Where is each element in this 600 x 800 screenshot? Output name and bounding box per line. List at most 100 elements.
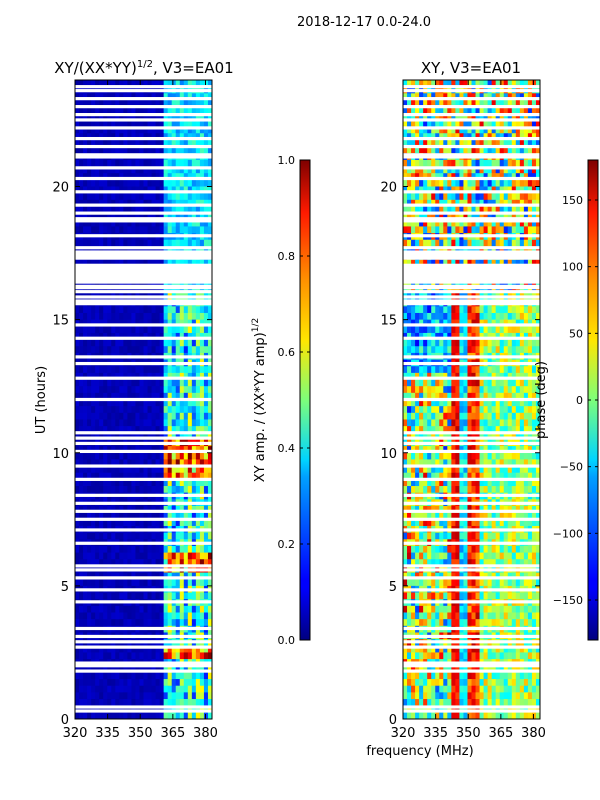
heatmap-cell xyxy=(191,173,197,181)
heatmap-cell xyxy=(119,592,124,600)
heatmap-cell xyxy=(139,139,144,147)
heatmap-cell xyxy=(407,326,412,334)
heatmap-cell xyxy=(199,559,205,567)
heatmap-cell xyxy=(187,705,193,713)
heatmap-cell xyxy=(111,692,116,700)
heatmap-cell xyxy=(95,392,100,400)
heatmap-cell xyxy=(147,133,152,141)
heatmap-cell xyxy=(435,146,440,154)
heatmap-cell xyxy=(115,306,120,314)
heatmap-cell xyxy=(99,486,104,494)
heatmap-cell xyxy=(487,326,493,334)
heatmap-cell xyxy=(99,339,104,347)
heatmap-cell xyxy=(87,665,92,673)
heatmap-cell xyxy=(155,619,161,627)
heatmap-cell xyxy=(435,239,440,247)
heatmap-cell xyxy=(139,512,144,520)
heatmap-cell xyxy=(203,452,209,460)
heatmap-cell xyxy=(199,326,205,334)
heatmap-cell xyxy=(163,619,169,627)
heatmap-cell xyxy=(159,572,165,580)
heatmap-cell xyxy=(167,286,173,294)
heatmap-cell xyxy=(95,193,100,201)
heatmap-cell xyxy=(207,173,212,181)
heatmap-cell xyxy=(467,193,472,201)
heatmap-cell xyxy=(131,146,136,154)
heatmap-cell xyxy=(179,326,185,334)
heatmap-cell xyxy=(91,705,96,713)
heatmap-cell xyxy=(147,532,152,540)
heatmap-cell xyxy=(187,146,193,154)
heatmap-cell xyxy=(179,432,185,440)
heatmap-cell xyxy=(135,239,140,247)
heatmap-cell xyxy=(183,339,189,347)
heatmap-cell xyxy=(119,519,124,527)
heatmap-cell xyxy=(179,552,185,560)
heatmap-cell xyxy=(447,179,452,187)
heatmap-cell xyxy=(147,386,152,394)
heatmap-cell xyxy=(127,672,132,680)
heatmap-cell xyxy=(127,379,132,387)
heatmap-cell xyxy=(491,186,497,194)
heatmap-cell xyxy=(531,206,537,214)
heatmap-cell xyxy=(439,80,444,88)
heatmap-cell xyxy=(199,213,205,221)
heatmap-cell xyxy=(435,139,440,147)
heatmap-cell xyxy=(411,206,416,214)
heatmap-cell xyxy=(179,512,185,520)
heatmap-cell xyxy=(123,479,128,487)
heatmap-cell xyxy=(443,146,448,154)
heatmap-cell xyxy=(483,213,489,221)
heatmap-cell xyxy=(99,672,104,680)
heatmap-cell xyxy=(459,193,464,201)
heatmap-cell xyxy=(103,652,108,660)
heatmap-cell xyxy=(463,146,468,154)
heatmap-cell xyxy=(191,186,197,194)
heatmap-cell xyxy=(99,532,104,540)
heatmap-cell xyxy=(131,399,136,407)
heatmap-cell xyxy=(515,226,521,234)
heatmap-cell xyxy=(159,80,165,88)
heatmap-cell xyxy=(111,592,116,600)
heatmap-cell xyxy=(91,426,96,434)
heatmap-cell xyxy=(483,166,489,174)
heatmap-cell xyxy=(195,412,201,420)
heatmap-cell xyxy=(159,106,165,114)
heatmap-cell xyxy=(411,166,416,174)
heatmap-cell xyxy=(203,326,209,334)
heatmap-cell xyxy=(451,166,456,174)
heatmap-cell xyxy=(123,366,128,374)
heatmap-cell xyxy=(139,665,144,673)
heatmap-cell xyxy=(115,126,120,134)
heatmap-cell xyxy=(143,612,148,620)
heatmap-cell xyxy=(431,179,436,187)
heatmap-cell xyxy=(183,332,189,340)
heatmap-cell xyxy=(111,486,116,494)
heatmap-cell xyxy=(123,226,128,234)
heatmap-cell xyxy=(183,133,189,141)
heatmap-cell xyxy=(143,332,148,340)
heatmap-cell xyxy=(475,199,480,207)
heatmap-cell xyxy=(207,685,212,693)
heatmap-cell xyxy=(143,572,148,580)
heatmap-cell xyxy=(179,426,185,434)
heatmap-cell xyxy=(75,479,80,487)
heatmap-cell xyxy=(107,645,112,653)
heatmap-cell xyxy=(535,119,540,127)
heatmap-cell xyxy=(95,312,100,321)
heatmap-cell xyxy=(151,532,156,540)
heatmap-cell xyxy=(179,366,185,374)
heatmap-cell xyxy=(95,679,100,687)
heatmap-cell xyxy=(455,159,460,167)
heatmap-cell xyxy=(187,419,193,427)
heatmap-cell xyxy=(131,226,136,234)
heatmap-cell xyxy=(435,286,440,294)
heatmap-cell xyxy=(499,99,505,108)
heatmap-cell xyxy=(91,665,96,673)
heatmap-cell xyxy=(179,133,185,141)
heatmap-cell xyxy=(191,219,197,227)
heatmap-cell xyxy=(195,519,201,527)
heatmap-cell xyxy=(535,219,540,227)
heatmap-cell xyxy=(75,259,80,267)
heatmap-cell xyxy=(523,93,529,101)
